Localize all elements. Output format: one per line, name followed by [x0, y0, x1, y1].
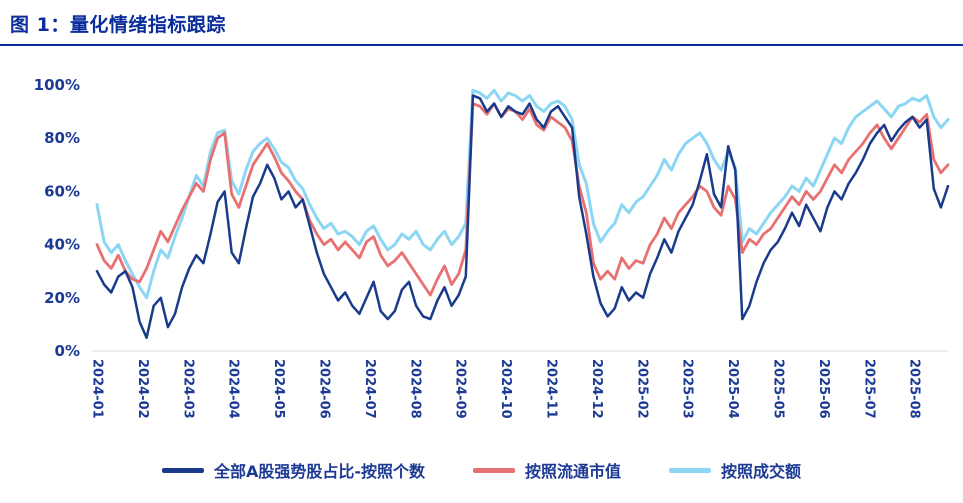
series-line-count: [95, 94, 950, 339]
legend-label-turnover: 按照成交额: [721, 462, 802, 481]
x-axis-tick-label: 2025-08: [907, 359, 922, 419]
legend-item-marketcap: 按照流通市值: [473, 458, 621, 482]
figure-title: 图 1：量化情绪指标跟踪: [10, 14, 226, 36]
x-axis-tick-label: 2025-04: [725, 359, 740, 419]
x-axis-tick-label: 2024-11: [544, 359, 559, 419]
x-axis-tick-label: 2024-08: [407, 359, 422, 419]
sentiment-line-chart: 0% 20% 40% 60% 80% 100% 2024-01 2024-02 2024-03 2…: [34, 76, 950, 419]
x-axis-tick-label: 2025-06: [816, 359, 831, 419]
x-axis-tick-label: 2025-05: [771, 359, 786, 419]
legend-label-marketcap: 按照流通市值: [525, 462, 622, 481]
y-axis-tick-label: 20%: [44, 289, 80, 307]
x-axis-tick-label: 2024-09: [453, 359, 468, 419]
legend-label-count: 全部A股强势股占比-按照个数: [213, 462, 425, 481]
legend-swatch-navy-icon: [161, 467, 204, 473]
legend-swatch-lightblue-icon: [669, 467, 712, 473]
x-axis-tick-label: 2024-03: [180, 359, 195, 419]
y-axis-tick-label: 100%: [34, 76, 80, 94]
legend-swatch-red-icon: [473, 467, 515, 473]
x-axis-tick-label: 2024-04: [226, 359, 241, 419]
x-axis-tick-label: 2025-07: [861, 359, 876, 419]
x-axis-tick-label: 2024-07: [362, 359, 377, 419]
x-axis-tick-label: 2024-01: [90, 359, 105, 419]
x-axis-tick-label: 2025-03: [680, 359, 695, 419]
legend-item-turnover: 按照成交额: [669, 458, 801, 482]
chart-legend: 全部A股强势股占比-按照个数 按照流通市值 按照成交额: [0, 458, 963, 482]
x-axis-tick-label: 2025-02: [634, 359, 649, 419]
legend-item-count: 全部A股强势股占比-按照个数: [161, 458, 425, 482]
x-axis-tick-label: 2024-06: [317, 359, 332, 419]
y-axis-tick-label: 40%: [44, 236, 80, 254]
x-axis-tick-label: 2024-12: [589, 359, 604, 419]
y-axis-tick-label: 60%: [44, 182, 80, 200]
x-axis-tick-label: 2024-05: [271, 359, 286, 419]
y-axis-tick-label: 80%: [44, 129, 80, 147]
title-underline: [0, 44, 963, 46]
series-line-marketcap: [95, 102, 950, 297]
x-axis-tick-label: 2024-10: [498, 359, 513, 419]
series-line-turnover: [95, 88, 950, 300]
x-axis-tick-label: 2024-02: [135, 359, 150, 419]
y-axis-tick-label: 0%: [55, 342, 80, 360]
